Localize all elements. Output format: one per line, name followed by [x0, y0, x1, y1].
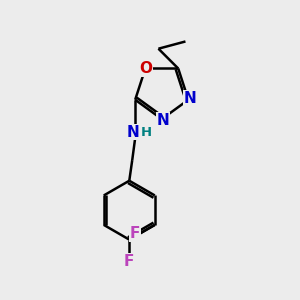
Text: F: F	[130, 226, 140, 241]
Text: H: H	[141, 126, 152, 139]
Text: N: N	[157, 113, 169, 128]
Text: F: F	[124, 254, 134, 269]
Text: O: O	[139, 61, 152, 76]
Text: N: N	[184, 91, 196, 106]
Text: N: N	[126, 124, 139, 140]
